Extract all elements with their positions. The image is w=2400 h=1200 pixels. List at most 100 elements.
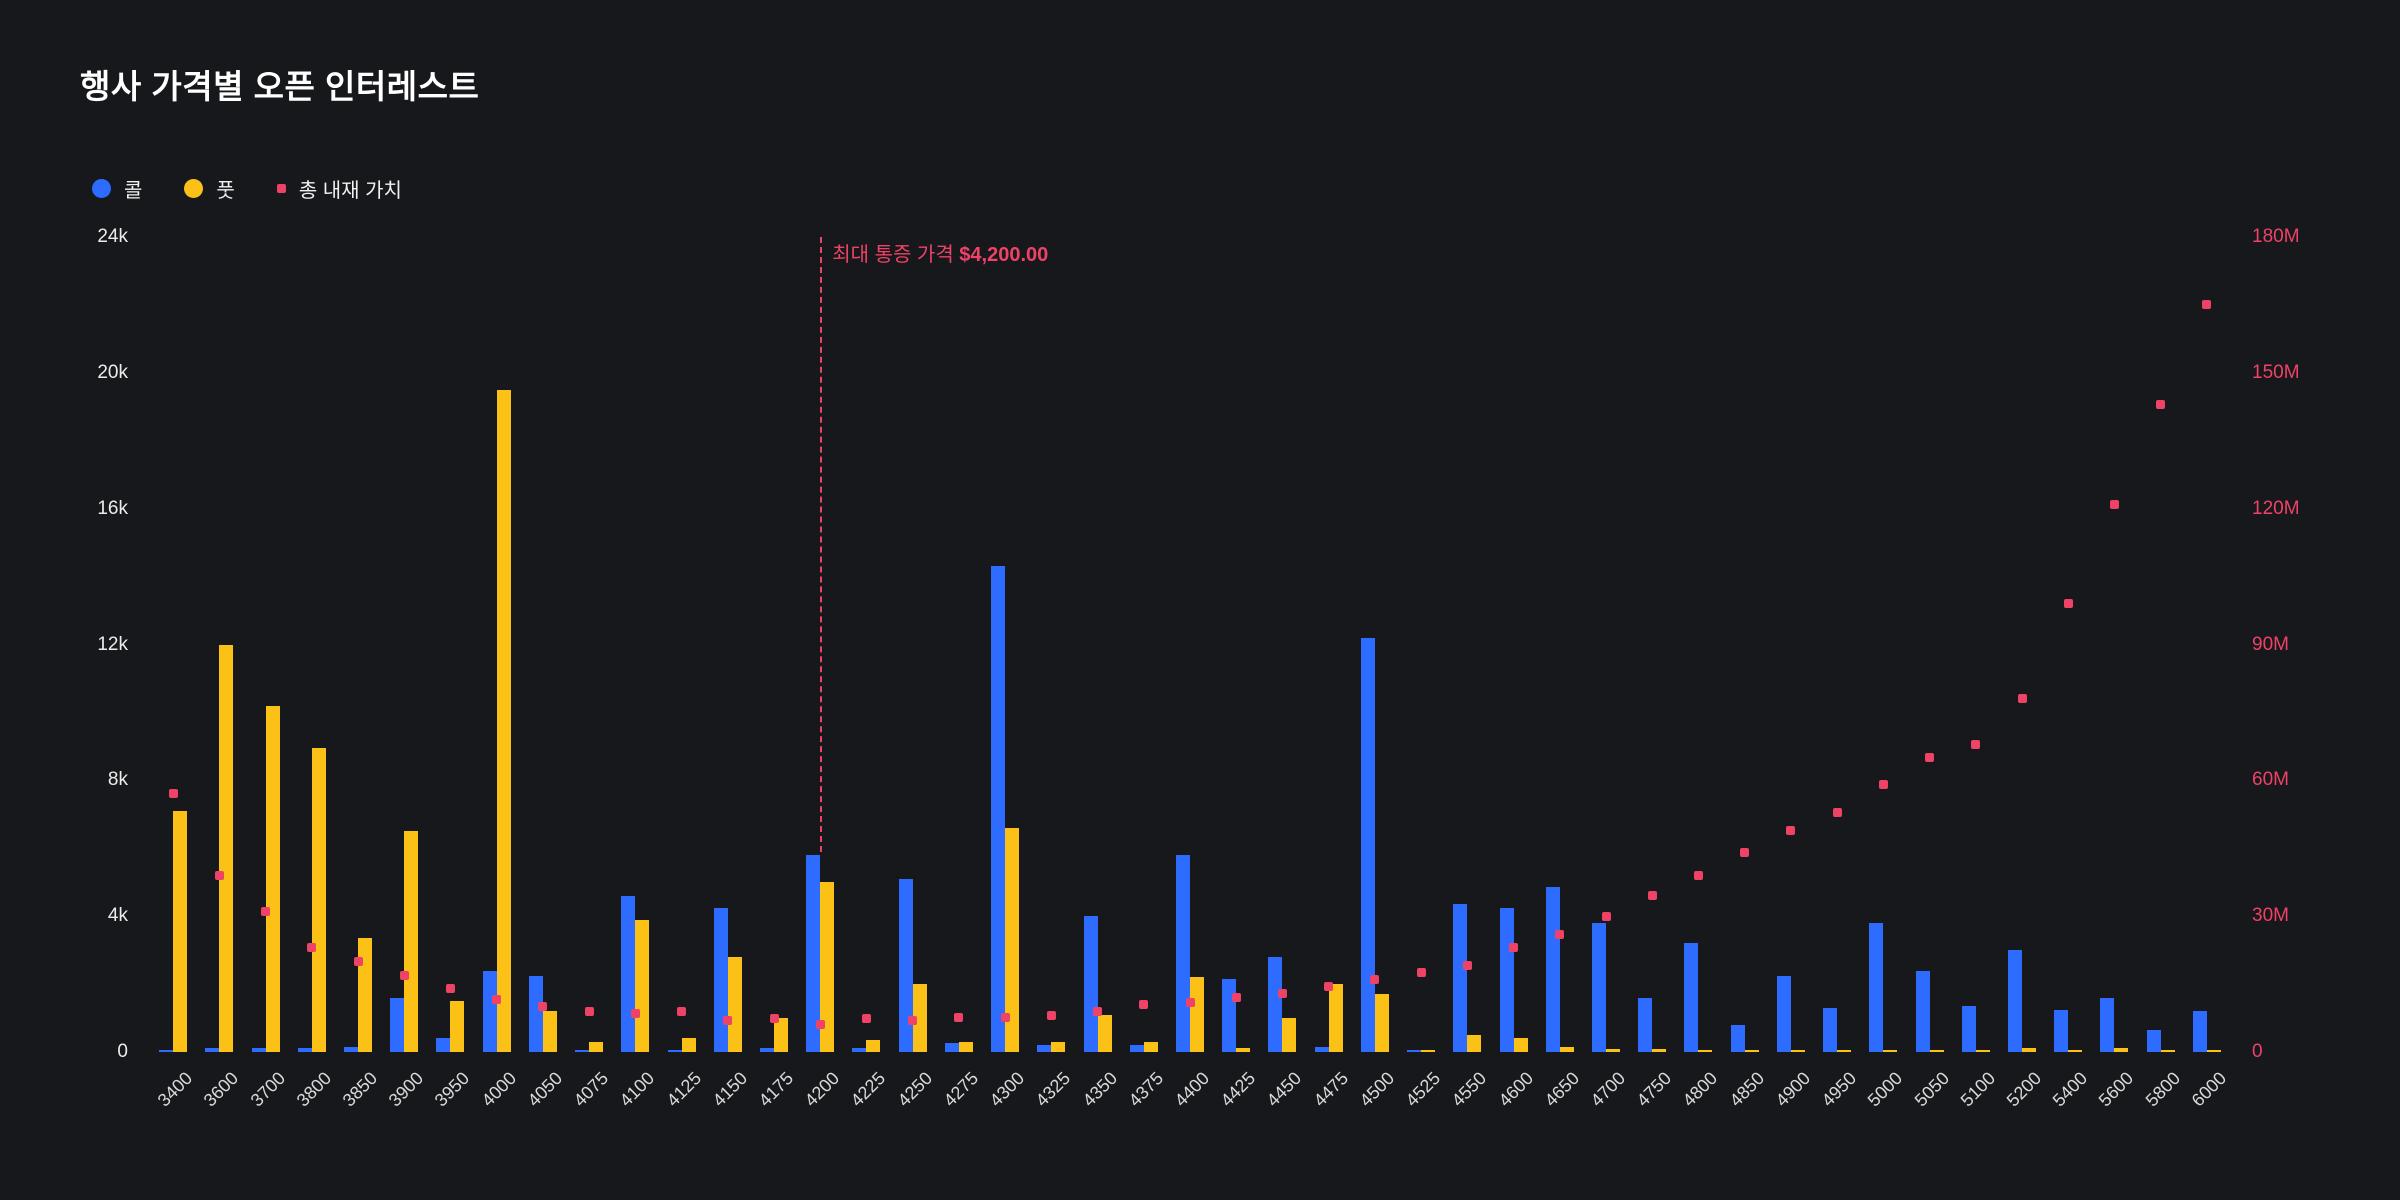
bar-put[interactable]: [866, 1040, 881, 1052]
bar-put[interactable]: [450, 1001, 465, 1052]
bar-put[interactable]: [1513, 1038, 1528, 1052]
bar-put[interactable]: [1282, 1018, 1297, 1052]
intrinsic-value-point[interactable]: [1231, 993, 1241, 1003]
intrinsic-value-point[interactable]: [769, 1013, 779, 1023]
intrinsic-value-point[interactable]: [353, 956, 363, 966]
bar-put[interactable]: [404, 831, 419, 1052]
bar-put[interactable]: [1929, 1050, 1944, 1052]
bar-call[interactable]: [1592, 922, 1606, 1052]
intrinsic-value-point[interactable]: [1324, 981, 1334, 991]
bar-put[interactable]: [1883, 1050, 1898, 1052]
bar-call[interactable]: [297, 1047, 312, 1052]
bar-put[interactable]: [727, 956, 742, 1052]
bar-put[interactable]: [1421, 1050, 1436, 1052]
bar-call[interactable]: [1453, 904, 1468, 1052]
bar-put[interactable]: [1606, 1048, 1620, 1052]
bar-call[interactable]: [436, 1037, 451, 1052]
intrinsic-value-point[interactable]: [1139, 999, 1149, 1009]
bar-call[interactable]: [852, 1047, 867, 1052]
bar-call[interactable]: [1407, 1049, 1422, 1052]
bar-put[interactable]: [2114, 1047, 2129, 1052]
bar-call[interactable]: [991, 566, 1006, 1052]
bar-put[interactable]: [2206, 1050, 2221, 1052]
bar-call[interactable]: [621, 895, 636, 1052]
bar-put[interactable]: [1190, 977, 1204, 1052]
bar-call[interactable]: [251, 1047, 266, 1052]
bar-call[interactable]: [1499, 907, 1514, 1052]
intrinsic-value-point[interactable]: [861, 1013, 871, 1023]
bar-call[interactable]: [2146, 1029, 2161, 1052]
bar-put[interactable]: [496, 389, 511, 1052]
bar-put[interactable]: [1374, 994, 1389, 1052]
bar-put[interactable]: [1005, 827, 1020, 1052]
intrinsic-value-point[interactable]: [954, 1013, 964, 1023]
bar-call[interactable]: [159, 1049, 174, 1052]
bar-put[interactable]: [1837, 1050, 1852, 1052]
bar-put[interactable]: [912, 984, 927, 1052]
intrinsic-value-point[interactable]: [1925, 753, 1935, 763]
bar-call[interactable]: [1684, 943, 1699, 1052]
intrinsic-value-point[interactable]: [908, 1015, 918, 1025]
intrinsic-value-point[interactable]: [1601, 911, 1611, 921]
intrinsic-value-point[interactable]: [1277, 988, 1287, 998]
intrinsic-value-point[interactable]: [399, 970, 409, 980]
bar-put[interactable]: [1051, 1041, 1066, 1052]
intrinsic-value-point[interactable]: [1555, 929, 1565, 939]
intrinsic-value-point[interactable]: [1046, 1011, 1056, 1021]
bar-call[interactable]: [760, 1047, 774, 1052]
bar-call[interactable]: [528, 975, 543, 1052]
bar-put[interactable]: [265, 705, 280, 1052]
bar-put[interactable]: [589, 1041, 604, 1052]
bar-put[interactable]: [542, 1011, 557, 1052]
bar-call[interactable]: [1730, 1024, 1745, 1052]
bar-call[interactable]: [344, 1046, 358, 1052]
bar-call[interactable]: [1268, 956, 1283, 1052]
intrinsic-value-point[interactable]: [1000, 1013, 1010, 1023]
bar-put[interactable]: [2068, 1049, 2083, 1052]
intrinsic-value-point[interactable]: [1093, 1006, 1103, 1016]
intrinsic-value-point[interactable]: [1370, 975, 1380, 985]
intrinsic-value-point[interactable]: [584, 1006, 594, 1016]
bar-put[interactable]: [219, 644, 234, 1052]
bar-call[interactable]: [667, 1049, 682, 1052]
bar-put[interactable]: [2022, 1047, 2036, 1052]
bar-call[interactable]: [898, 878, 913, 1052]
intrinsic-value-point[interactable]: [2063, 599, 2073, 609]
bar-put[interactable]: [1975, 1050, 1990, 1052]
bar-put[interactable]: [1744, 1050, 1759, 1052]
bar-put[interactable]: [1652, 1048, 1667, 1052]
intrinsic-value-point[interactable]: [1647, 891, 1657, 901]
bar-call[interactable]: [713, 907, 728, 1052]
intrinsic-value-point[interactable]: [1185, 997, 1195, 1007]
bar-call[interactable]: [1222, 979, 1237, 1052]
bar-put[interactable]: [1328, 984, 1343, 1052]
bar-put[interactable]: [774, 1018, 788, 1052]
bar-put[interactable]: [1236, 1047, 1251, 1052]
intrinsic-value-point[interactable]: [2156, 400, 2166, 410]
intrinsic-value-point[interactable]: [2017, 694, 2027, 704]
bar-call[interactable]: [205, 1047, 220, 1052]
intrinsic-value-point[interactable]: [168, 789, 178, 799]
intrinsic-value-point[interactable]: [1462, 961, 1472, 971]
bar-call[interactable]: [1083, 916, 1098, 1052]
bar-put[interactable]: [681, 1038, 696, 1052]
bar-call[interactable]: [1638, 997, 1653, 1052]
bar-call[interactable]: [1037, 1044, 1052, 1052]
intrinsic-value-point[interactable]: [1786, 825, 1796, 835]
intrinsic-value-point[interactable]: [677, 1006, 687, 1016]
bar-call[interactable]: [1776, 975, 1791, 1052]
intrinsic-value-point[interactable]: [723, 1015, 733, 1025]
legend-item-put[interactable]: 풋: [184, 174, 235, 203]
bar-call[interactable]: [575, 1050, 590, 1052]
bar-call[interactable]: [806, 855, 821, 1052]
intrinsic-value-point[interactable]: [630, 1009, 640, 1018]
intrinsic-value-point[interactable]: [1878, 780, 1888, 790]
intrinsic-value-point[interactable]: [1832, 807, 1842, 817]
bar-put[interactable]: [2160, 1050, 2175, 1052]
bar-put[interactable]: [173, 810, 188, 1052]
bar-put[interactable]: [1097, 1014, 1112, 1052]
bar-call[interactable]: [1915, 970, 1930, 1052]
bar-put[interactable]: [958, 1041, 973, 1052]
intrinsic-value-point[interactable]: [261, 907, 271, 917]
intrinsic-value-point[interactable]: [815, 1020, 825, 1030]
